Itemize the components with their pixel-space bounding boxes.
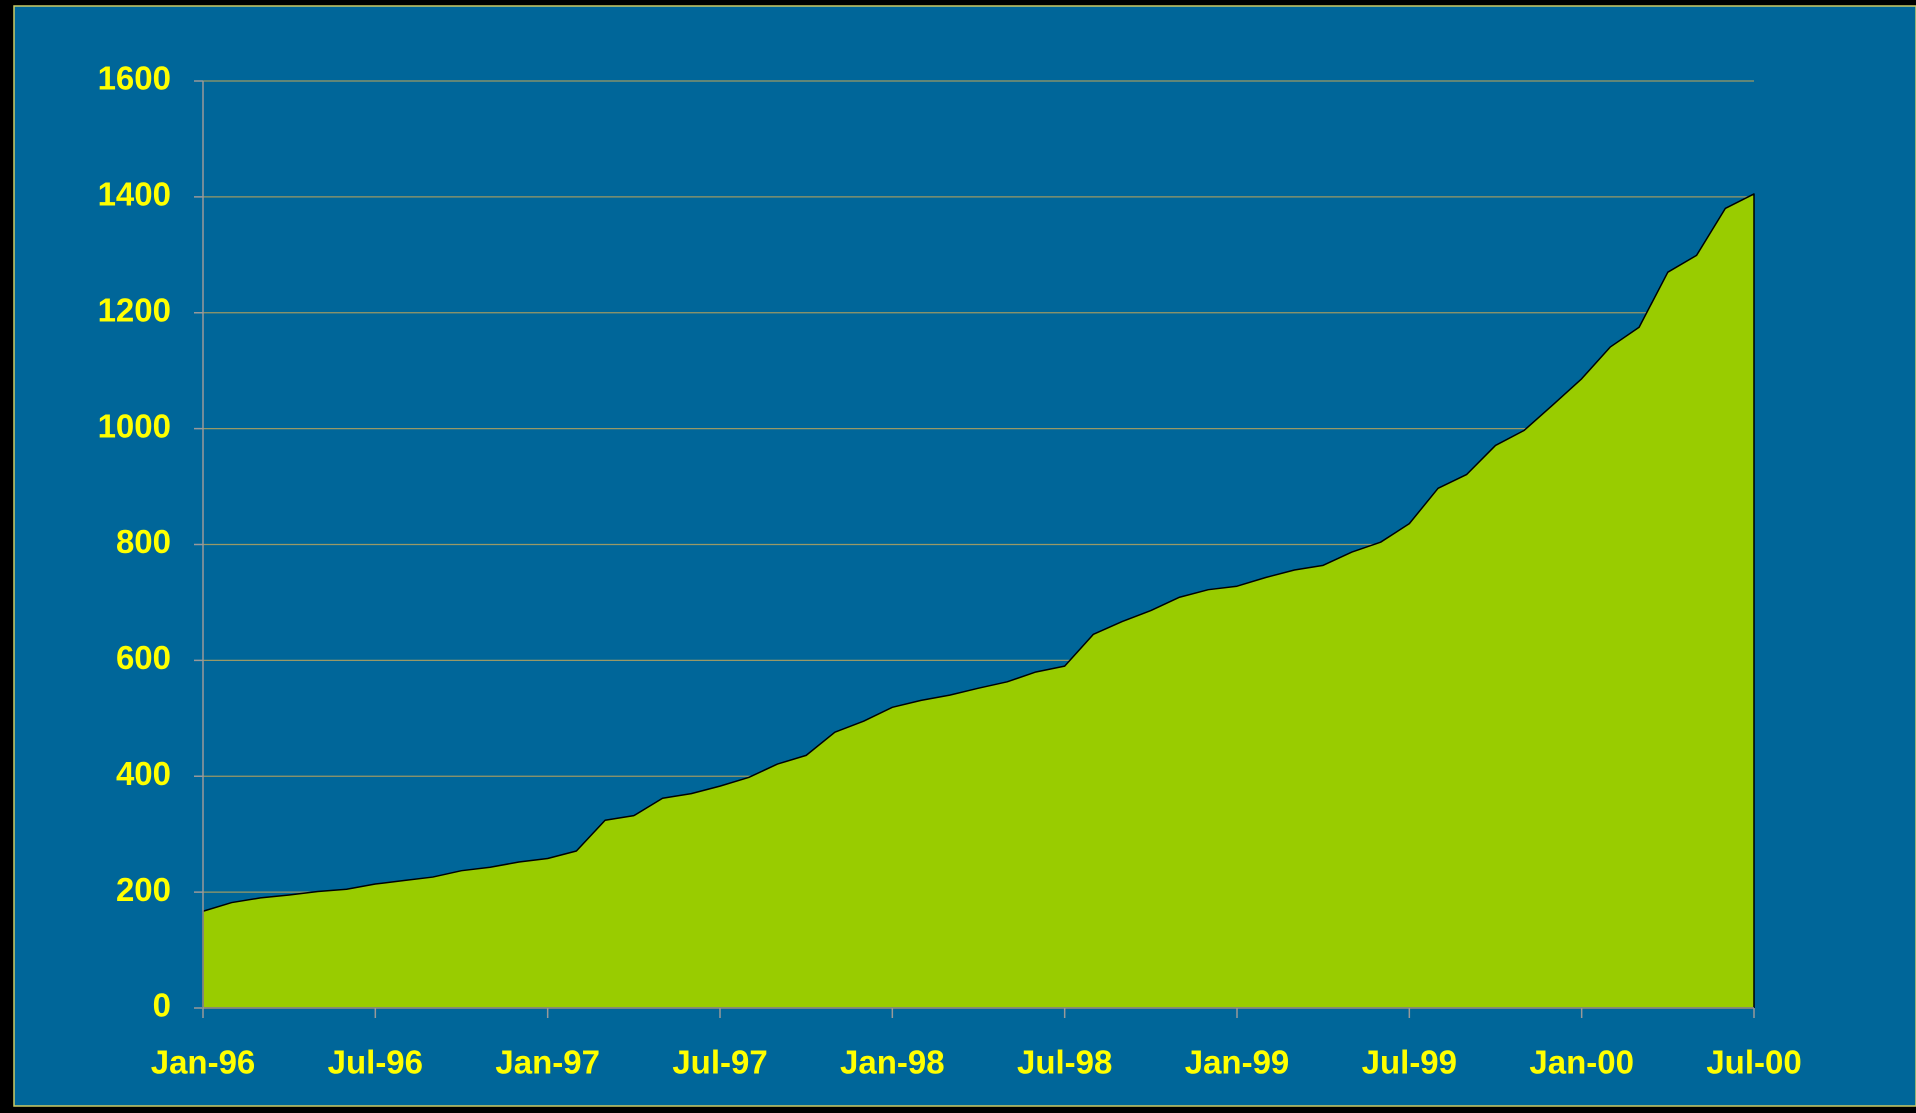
x-tick-label: Jul-96 (328, 1044, 423, 1081)
x-tick-label: Jan-97 (495, 1044, 600, 1081)
x-tick-label: Jan-99 (1185, 1044, 1290, 1081)
x-tick-label: Jul-98 (1017, 1044, 1112, 1081)
area (202, 193, 1755, 1009)
x-tick-label: Jul-00 (1706, 1044, 1801, 1081)
y-tick-label: 1200 (98, 291, 171, 328)
y-tick-label: 400 (116, 755, 171, 792)
y-tick-label: 1000 (98, 407, 171, 444)
x-tick-label: Jul-99 (1362, 1044, 1457, 1081)
y-tick-label: 0 (153, 987, 171, 1024)
x-tick-label: Jan-98 (840, 1044, 945, 1081)
y-tick-label: 200 (116, 871, 171, 908)
y-tick-label: 1400 (98, 176, 171, 213)
x-tick-label: Jan-00 (1529, 1044, 1634, 1081)
y-tick-label: 600 (116, 639, 171, 676)
y-tick-label: 1600 (98, 60, 171, 97)
x-tick-label: Jul-97 (672, 1044, 767, 1081)
y-tick-label: 800 (116, 523, 171, 560)
x-tick-label: Jan-96 (151, 1044, 256, 1081)
